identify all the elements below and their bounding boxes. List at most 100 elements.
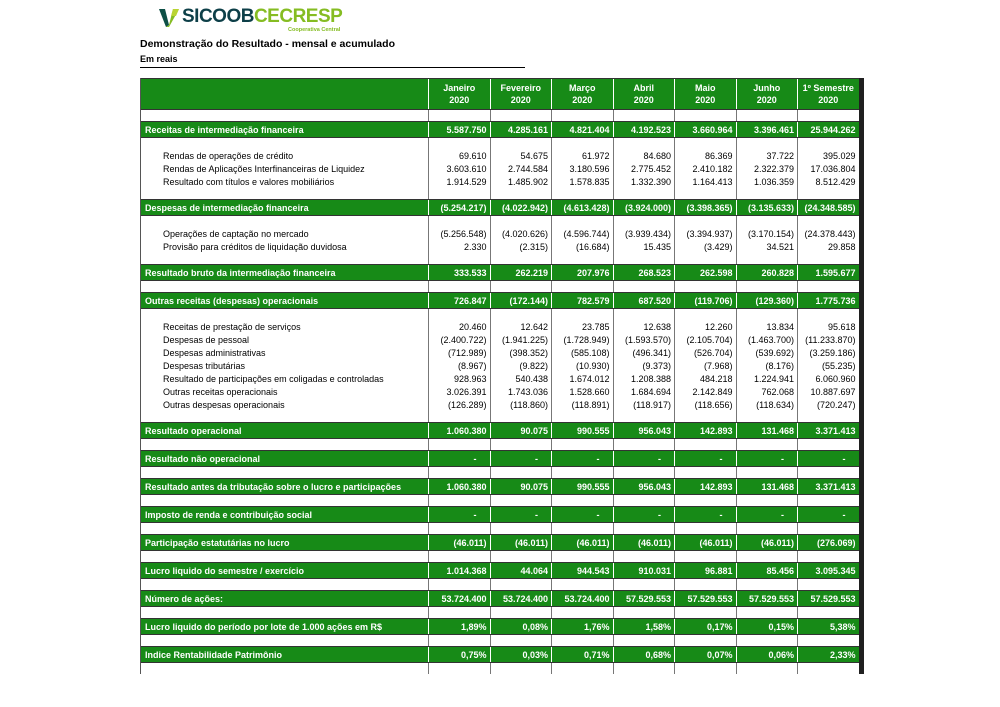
spacer-cell [428,495,490,506]
cell-value: 928.963 [428,372,490,385]
row-label: Despesas administrativas [141,346,428,359]
spacer-row [141,467,859,478]
section-row: Resultado operacional 1.060.380 90.075 990.… [141,422,859,439]
spacer-cell [551,138,613,149]
cell-value: (2.400.722) [428,333,490,346]
cell-value: 333.533 [428,265,490,280]
row-label: Número de ações: [141,591,428,606]
spacer-cell [428,523,490,534]
spacer-cell [551,309,613,320]
detail-row: Rendas de Aplicações Interfinanceiras de… [141,162,859,175]
column-header: Fevereiro 2020 [489,79,551,109]
spacer-row [141,635,859,646]
cell-value: 1.528.660 [551,385,613,398]
page-title: Demonstração do Resultado - mensal e acu… [140,38,395,50]
spacer-cell [141,439,428,450]
row-label: Imposto de renda e contribuição social [141,507,428,522]
spacer-cell [797,309,859,320]
spacer-cell [141,523,428,534]
spacer-cell [797,188,859,199]
spacer-cell [735,495,797,506]
column-year: 2020 [633,95,654,105]
cell-value: - [797,451,859,466]
cell-value: 84.680 [612,149,674,162]
cell-value: 2.330 [428,240,490,253]
spacer-cell [674,495,736,506]
section-row: Número de ações: 53.724.400 53.724.400 53.7… [141,590,859,607]
cell-value: 1.208.388 [612,372,674,385]
spacer-cell [551,579,613,590]
cell-value: 540.438 [489,372,551,385]
spacer-cell [735,607,797,618]
spacer-cell [551,495,613,506]
cell-value: 3.026.391 [428,385,490,398]
row-label: Outras despesas operacionais [141,398,428,411]
cell-value: 1.775.736 [797,293,859,308]
row-label: Participação estatutárias no lucro [141,535,428,550]
spacer-cell [141,551,428,562]
cell-value: (4.613.428) [551,200,613,215]
spacer-cell [735,579,797,590]
sicoob-v-icon [159,9,179,27]
cell-value: 1.485.902 [489,175,551,188]
spacer-cell [428,138,490,149]
cell-value: (1.593.570) [612,333,674,346]
spacer-cell [735,467,797,478]
cell-value: 262.598 [674,265,736,280]
column-header: Janeiro 2020 [428,79,490,109]
spacer-row [141,523,859,534]
cell-value: (3.135.633) [735,200,797,215]
row-label: Receitas de prestação de serviços [141,320,428,333]
spacer-cell [489,663,551,674]
column-month: Março [568,83,596,93]
cell-value: 4.285.161 [489,122,551,137]
cell-value: - [674,507,736,522]
cell-value: 726.847 [428,293,490,308]
cell-value: 57.529.553 [612,591,674,606]
spacer-cell [612,523,674,534]
spacer-cell [428,216,490,227]
cell-value: (1.728.949) [551,333,613,346]
detail-row: Resultado com títulos e valores mobiliár… [141,175,859,188]
cell-value: (10.930) [551,359,613,372]
section-row: Participação estatutárias no lucro (46.01… [141,534,859,551]
detail-row: Operações de captação no mercado (5.256.5… [141,227,859,240]
spacer-cell [612,188,674,199]
spacer-cell [797,663,859,674]
row-label: Rendas de operações de crédito [141,149,428,162]
spacer-cell [141,253,428,264]
spacer-row [141,281,859,292]
cell-value: 1.743.036 [489,385,551,398]
spacer-cell [141,309,428,320]
cell-value: 86.369 [674,149,736,162]
logo-text: SICOOB CECRESP Cooperativa Central [182,7,343,34]
cell-value: 142.893 [674,423,736,438]
cell-value: (118.891) [551,398,613,411]
spacer-cell [551,635,613,646]
column-header: 1º Semestre 2020 [797,79,859,109]
row-label: Rendas de Aplicações Interfinanceiras de… [141,162,428,175]
column-year: 2020 [572,95,593,105]
spacer-cell [735,309,797,320]
spacer-cell [612,253,674,264]
detail-row: Despesas administrativas (712.989) (398.35… [141,346,859,359]
spacer-cell [428,607,490,618]
cell-value: (712.989) [428,346,490,359]
cell-value: 990.555 [551,479,613,494]
section-row: Lucro liquido do período por lote de 1.0… [141,618,859,635]
cell-value: 2.744.584 [489,162,551,175]
detail-row: Receitas de prestação de serviços 20.460 1… [141,320,859,333]
spacer-row [141,138,859,149]
cell-value: (118.634) [735,398,797,411]
row-label: Outras receitas operacionais [141,385,428,398]
column-year: 2020 [510,95,531,105]
cell-value: (5.256.548) [428,227,490,240]
spacer-cell [428,110,490,121]
cell-value: - [612,507,674,522]
row-label: Despesas de intermediação financeira [141,200,428,215]
spacer-cell [428,579,490,590]
cell-value: (3.259.186) [797,346,859,359]
cell-value: 96.881 [674,563,736,578]
spacer-cell [735,216,797,227]
cell-value: - [735,451,797,466]
